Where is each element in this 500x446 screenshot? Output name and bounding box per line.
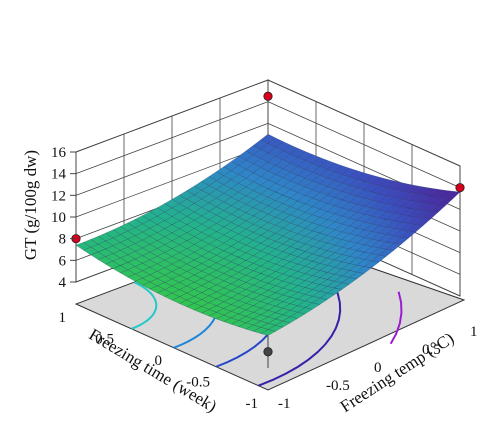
x-tick-label: -0.5	[186, 375, 210, 391]
x-tick-label: 0	[155, 353, 163, 369]
response-surface	[75, 133, 461, 336]
contour-line	[131, 281, 158, 330]
z-tick-label: 16	[51, 145, 67, 161]
x-tick-label: 1	[59, 310, 67, 326]
z-tick-label: 8	[59, 232, 67, 248]
y-tick-label: 0	[374, 360, 382, 376]
design-point	[263, 347, 273, 357]
z-tick-label: 14	[51, 167, 67, 183]
design-point	[455, 183, 465, 193]
surface-cell	[75, 242, 92, 251]
y-tick-label: 0.5	[422, 342, 441, 358]
contour-line	[389, 291, 403, 345]
y-tick-label: 1	[470, 324, 478, 340]
design-point	[263, 91, 273, 101]
x-tick-label: 0.5	[95, 332, 114, 348]
z-tick-label: 4	[59, 275, 67, 291]
z-tick-label: 10	[51, 210, 66, 226]
z-tick-label: 12	[51, 188, 66, 204]
y-tick-label: -0.5	[326, 378, 350, 394]
z-tick-label: 6	[59, 253, 67, 269]
z-axis-label: GT (g/100g dw)	[21, 150, 40, 260]
y-tick-label: -1	[278, 396, 291, 412]
x-tick-label: -1	[246, 396, 259, 412]
tick-labels: 4 6 8 10 12 14 16 -1 -0.5 0 0.5 1 -1 -0.5 0 0.5 1	[51, 145, 478, 412]
